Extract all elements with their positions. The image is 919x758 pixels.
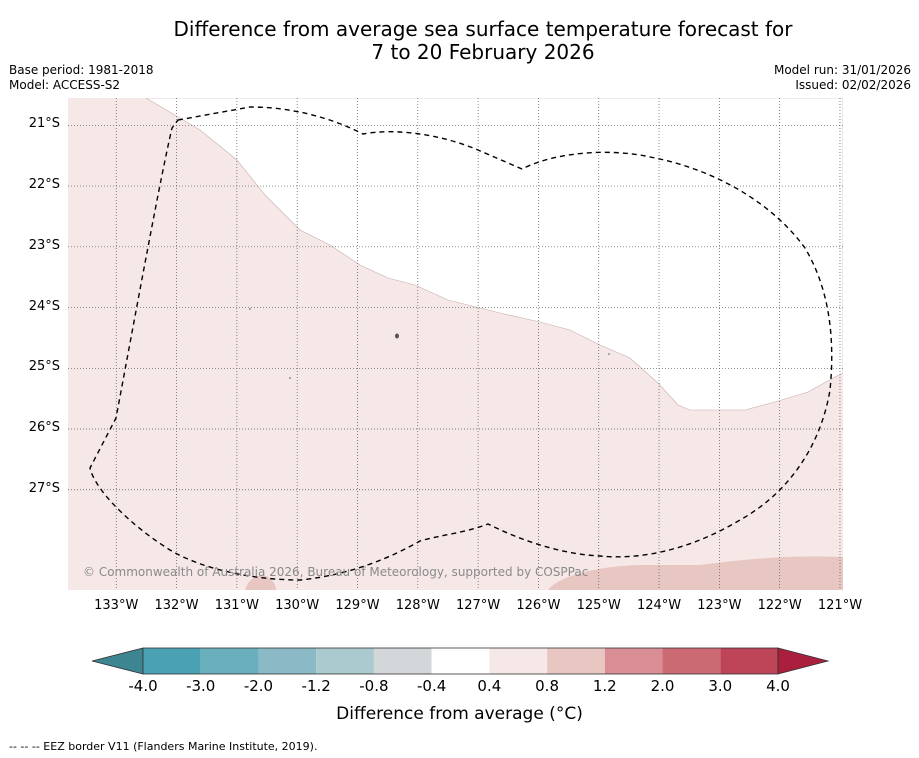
colorbar-frame bbox=[142, 647, 779, 675]
latitude-label: 23°S bbox=[28, 237, 60, 253]
eez-border bbox=[89, 106, 833, 581]
graticule bbox=[68, 98, 843, 590]
colorbar-tick-label: -0.8 bbox=[359, 677, 389, 695]
model-run: Model run: 31/01/2026 bbox=[773, 63, 911, 77]
island bbox=[608, 353, 610, 355]
colorbar-tick-label: -1.2 bbox=[301, 677, 331, 695]
colorbar bbox=[91, 647, 830, 675]
colorbar-over-extension bbox=[777, 647, 830, 675]
colorbar-under-extension bbox=[91, 647, 144, 675]
colorbar-bin bbox=[200, 648, 259, 674]
colorbar-bin bbox=[720, 648, 778, 674]
colorbar-bin bbox=[431, 648, 490, 674]
colorbar-tick-label: -0.4 bbox=[416, 677, 447, 695]
colorbar-label-close: ) bbox=[576, 704, 583, 724]
longitude-label: 129°W bbox=[335, 598, 380, 613]
chart-title: Difference from average sea surface temp… bbox=[0, 18, 919, 64]
island bbox=[249, 308, 251, 310]
longitude-label: 124°W bbox=[636, 598, 682, 613]
colorbar-label-text: Difference from average ( bbox=[336, 704, 556, 724]
colorbar-bin bbox=[489, 648, 548, 674]
longitude-label: 123°W bbox=[697, 598, 742, 613]
base-period: Base period: 1981-2018 bbox=[9, 63, 154, 77]
copyright-notice: © Commonwealth of Australia 2026, Bureau… bbox=[83, 565, 589, 579]
longitude-label: 133°W bbox=[94, 598, 139, 613]
longitude-label: 122°W bbox=[757, 598, 802, 613]
colorbar-tick-label: 3.0 bbox=[708, 677, 733, 695]
island bbox=[395, 333, 399, 339]
model-name: Model: ACCESS-S2 bbox=[9, 78, 121, 92]
latitude-label: 22°S bbox=[28, 177, 60, 193]
colorbar-bin bbox=[316, 648, 374, 674]
colorbar-bin bbox=[547, 648, 605, 674]
title-line-2: 7 to 20 February 2026 bbox=[371, 40, 595, 64]
colorbar-bin bbox=[662, 648, 721, 674]
longitude-label: 132°W bbox=[154, 598, 199, 613]
issued-date: Issued: 02/02/2026 bbox=[795, 78, 911, 92]
anomaly-region-0.8-to-1.2-east bbox=[548, 556, 843, 590]
latitude-label: 21°S bbox=[28, 116, 60, 132]
longitude-label: 126°W bbox=[516, 598, 561, 613]
colorbar-tick-label: 4.0 bbox=[766, 677, 790, 695]
longitude-label: 130°W bbox=[275, 598, 320, 613]
islands bbox=[249, 308, 610, 379]
longitude-label: 121°W bbox=[817, 598, 863, 613]
colorbar-tick-label: -4.0 bbox=[128, 677, 158, 695]
colorbar-tick-label: 1.2 bbox=[592, 677, 617, 695]
longitude-label: 127°W bbox=[456, 598, 501, 613]
colorbar-bin bbox=[143, 648, 201, 674]
colorbar-tick-label: 0.4 bbox=[477, 677, 502, 695]
island bbox=[289, 377, 291, 379]
latitude-label: 24°S bbox=[28, 298, 60, 314]
eez-legend-note: -- -- -- EEZ border V11 (Flanders Marine… bbox=[9, 740, 318, 753]
latitude-label: 25°S bbox=[28, 359, 60, 375]
colorbar-tick-label: -3.0 bbox=[186, 677, 216, 695]
colorbar-bin bbox=[258, 648, 317, 674]
latitude-label: 27°S bbox=[28, 480, 60, 496]
colorbar-bin bbox=[373, 648, 432, 674]
colorbar-unit: °C bbox=[555, 704, 577, 724]
colorbar-tick-label: 0.8 bbox=[535, 677, 559, 695]
longitude-label: 125°W bbox=[576, 598, 621, 613]
colorbar-label: Difference from average (°C) bbox=[0, 704, 919, 724]
latitude-label: 26°S bbox=[28, 420, 60, 436]
longitude-label: 128°W bbox=[395, 598, 440, 613]
colorbar-tick-label: -2.0 bbox=[243, 677, 274, 695]
colorbar-tick-label: 2.0 bbox=[650, 677, 675, 695]
meta-left: Base period: 1981-2018 Model: ACCESS-S2 bbox=[9, 63, 154, 93]
title-line-1: Difference from average sea surface temp… bbox=[173, 17, 793, 41]
meta-right: Model run: 31/01/2026 Issued: 02/02/2026 bbox=[774, 63, 911, 93]
anomaly-region-neutral bbox=[145, 98, 843, 411]
colorbar-bin bbox=[604, 648, 663, 674]
longitude-label: 131°W bbox=[214, 598, 259, 613]
anomaly-region-0.8-to-1.2-west bbox=[245, 575, 276, 590]
